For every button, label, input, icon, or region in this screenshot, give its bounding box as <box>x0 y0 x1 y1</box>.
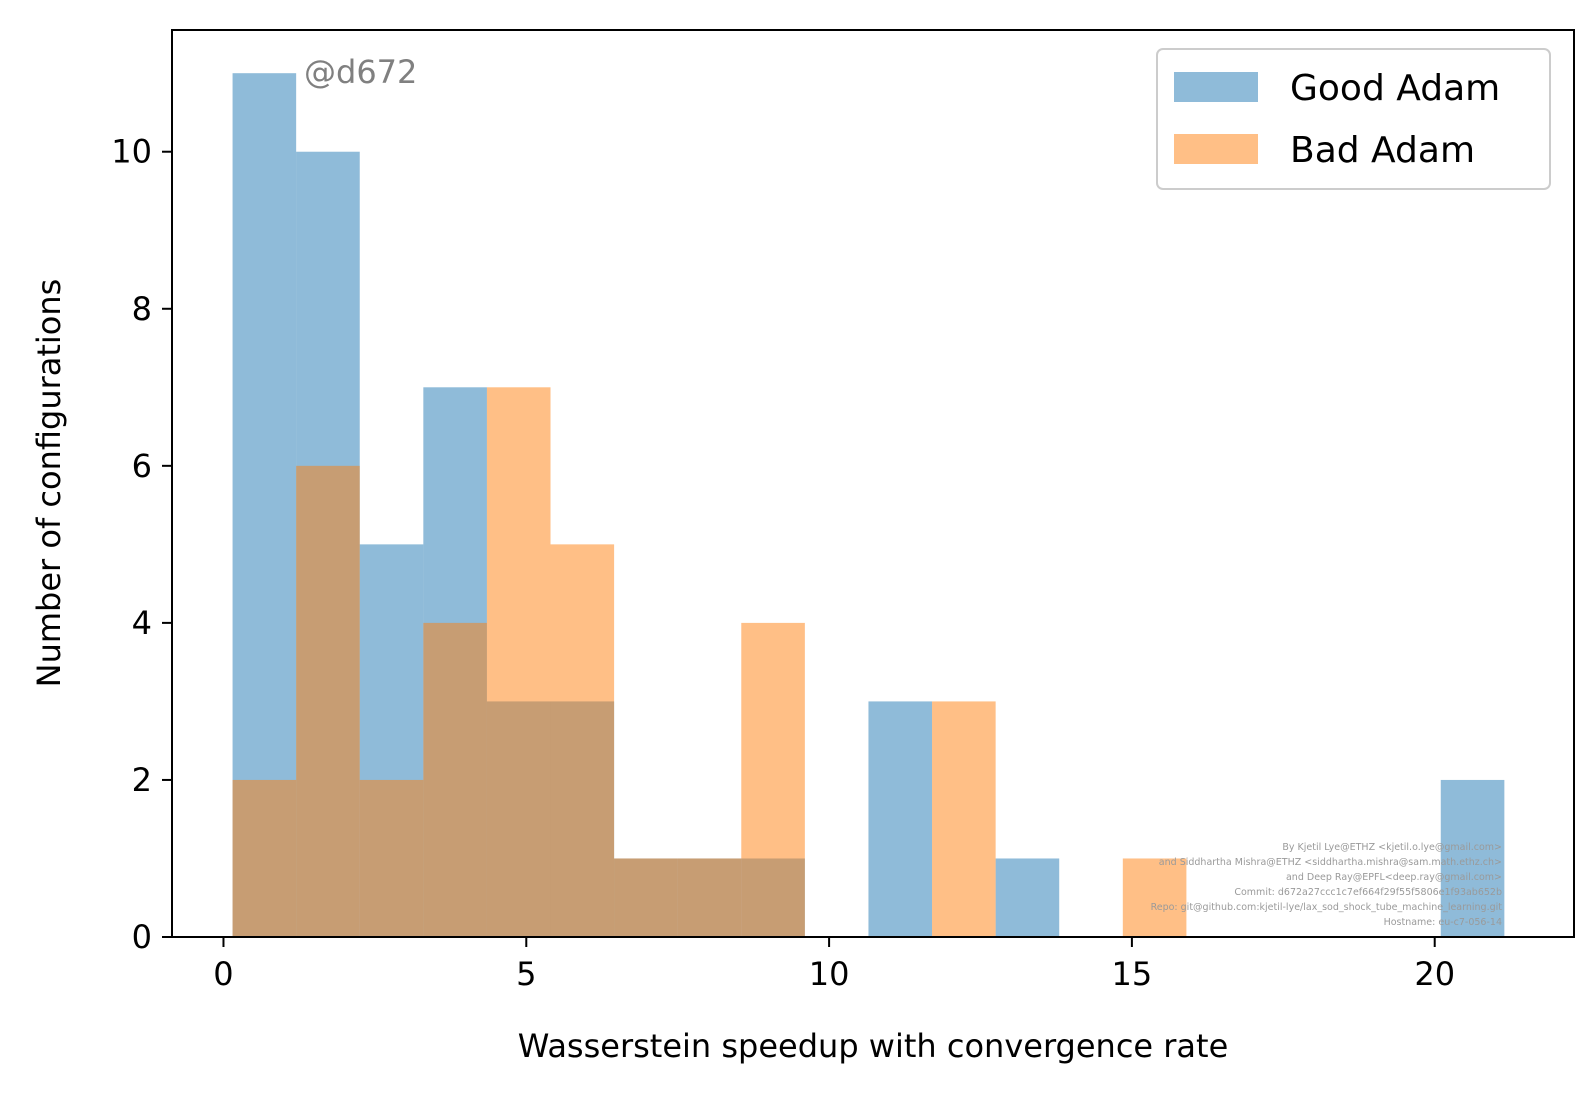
bar-good-adam-bin-12 <box>995 858 1060 937</box>
y-tick-label: 4 <box>132 604 152 642</box>
bar-bad-adam-bin-4 <box>486 387 551 937</box>
credits-line: and Siddhartha Mishra@ETHZ <siddhartha.m… <box>1159 857 1502 868</box>
bar-bad-adam-bin-7 <box>677 858 742 937</box>
credits-line: Commit: d672a27ccc1c7ef664f29f55f5806e1f… <box>1234 887 1502 898</box>
bar-bad-adam-bin-1 <box>296 465 360 937</box>
y-tick-label: 6 <box>132 447 152 485</box>
legend-swatch-good-adam <box>1174 72 1258 102</box>
bar-bad-adam-bin-0 <box>232 779 297 937</box>
bar-bad-adam-bin-6 <box>614 858 678 937</box>
bar-bad-adam-bin-5 <box>550 544 615 937</box>
x-tick-label: 20 <box>1414 955 1455 993</box>
x-axis-label: Wasserstein speedup with convergence rat… <box>518 1027 1229 1065</box>
x-tick-label: 10 <box>809 955 850 993</box>
legend-label-good-adam: Good Adam <box>1290 68 1500 109</box>
x-tick-label: 5 <box>516 955 536 993</box>
ticks-layer: 0 5 10 15 20 0 2 4 6 8 10 <box>111 133 1455 993</box>
y-tick-label: 0 <box>132 918 152 956</box>
credits-block: By Kjetil Lye@ETHZ <kjetil.o.lye@gmail.c… <box>1151 842 1503 928</box>
credits-line: and Deep Ray@EPFL<deep.ray@gmail.com> <box>1286 872 1502 883</box>
bars-layer <box>232 73 1505 937</box>
y-axis-label: Number of configurations <box>30 279 68 688</box>
credits-line: Hostname: eu-c7-056-14 <box>1384 917 1502 928</box>
bar-bad-adam-bin-3 <box>423 622 487 937</box>
y-tick-label: 8 <box>132 290 152 328</box>
bar-bad-adam-bin-14 <box>1122 858 1187 937</box>
credits-line: By Kjetil Lye@ETHZ <kjetil.o.lye@gmail.c… <box>1282 842 1502 853</box>
plot-frame <box>171 29 1575 938</box>
legend: Good Adam Bad Adam <box>1156 48 1551 190</box>
x-tick-label: 0 <box>213 955 233 993</box>
bar-good-adam-bin-10 <box>868 701 933 937</box>
bar-bad-adam-bin-2 <box>359 779 424 937</box>
bar-good-adam-bin-19 <box>1440 779 1505 937</box>
x-tick-label: 15 <box>1112 955 1153 993</box>
watermark-text: @d672 <box>304 53 417 91</box>
bar-bad-adam-bin-11 <box>932 701 996 937</box>
y-tick-label: 2 <box>132 761 152 799</box>
legend-swatch-bad-adam <box>1174 134 1258 164</box>
y-tick-label: 10 <box>111 133 152 171</box>
legend-label-bad-adam: Bad Adam <box>1290 130 1475 171</box>
bar-bad-adam-bin-8 <box>741 622 805 937</box>
credits-line: Repo: git@github.com:kjetil-lye/lax_sod_… <box>1151 902 1503 913</box>
